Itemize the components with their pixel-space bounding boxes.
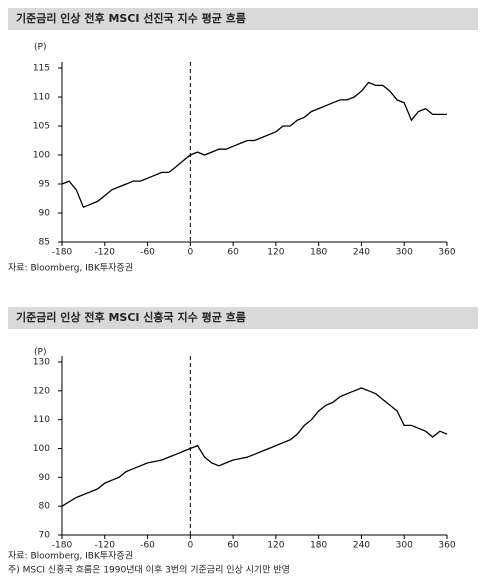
y-tick-label: 70 <box>39 531 51 541</box>
chart-title: 기준금리 인상 전후 MSCI 신흥국 지수 평균 흐름 <box>16 310 246 324</box>
x-tick-label: -120 <box>95 248 116 258</box>
x-tick-label: -120 <box>95 541 116 551</box>
y-unit: (P) <box>34 43 46 53</box>
x-tick-label: 180 <box>310 541 327 551</box>
x-tick-label: 240 <box>353 541 370 551</box>
data-line <box>61 387 448 507</box>
y-tick-label: 110 <box>33 93 50 103</box>
x-tick-label: -60 <box>140 248 155 258</box>
x-tick-label: 60 <box>227 541 239 551</box>
x-tick-label: 60 <box>227 248 239 258</box>
x-tick-label: -180 <box>52 248 73 258</box>
x-tick-label: 300 <box>396 248 413 258</box>
y-tick-label: 80 <box>39 502 51 512</box>
x-tick-label: -180 <box>52 541 73 551</box>
source: 자료: Bloomberg, IBK투자증권 <box>8 262 133 274</box>
title-bar <box>8 8 478 30</box>
y-tick-label: 105 <box>33 122 50 132</box>
x-tick-label: 300 <box>396 541 413 551</box>
chart-title: 기준금리 인상 전후 MSCI 선진국 지수 평균 흐름 <box>16 11 246 25</box>
y-tick-label: 100 <box>33 151 50 161</box>
source: 자료: Bloomberg, IBK투자증권 <box>8 550 133 562</box>
y-tick-label: 130 <box>33 358 50 368</box>
y-tick-label: 90 <box>39 209 51 219</box>
y-unit: (P) <box>34 348 46 358</box>
y-tick-label: 95 <box>39 180 50 190</box>
x-tick-label: -60 <box>140 541 155 551</box>
y-tick-label: 110 <box>33 415 50 425</box>
y-tick-label: 100 <box>33 444 50 454</box>
x-tick-label: 360 <box>438 541 455 551</box>
data-line <box>61 81 447 209</box>
x-tick-label: 0 <box>187 248 193 258</box>
y-tick-label: 85 <box>39 238 50 248</box>
x-tick-label: 0 <box>187 541 193 551</box>
y-tick-label: 115 <box>33 64 50 74</box>
x-tick-label: 240 <box>353 248 370 258</box>
footnote: 주) MSCI 신흥국 흐름은 1990년대 이후 3번의 기준금리 인상 시기… <box>8 564 290 576</box>
x-tick-label: 120 <box>267 541 284 551</box>
x-tick-label: 180 <box>310 248 327 258</box>
y-tick-label: 90 <box>39 473 51 483</box>
x-tick-label: 120 <box>267 248 284 258</box>
title-bar <box>8 307 478 329</box>
y-tick-label: 120 <box>33 386 50 396</box>
x-tick-label: 360 <box>438 248 455 258</box>
